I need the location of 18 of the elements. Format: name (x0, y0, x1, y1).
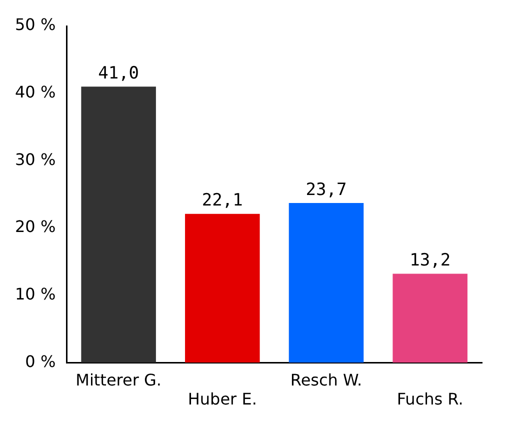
y-tick-label: 20 % (14, 217, 56, 236)
x-tick-label: Mitterer G. (76, 370, 162, 390)
data-label: 22,1 (202, 190, 243, 211)
bar (288, 203, 364, 363)
y-tick-label: 40 % (14, 82, 56, 102)
x-tick-label: Fuchs R. (396, 390, 464, 409)
data-label: 41,0 (98, 64, 140, 84)
data-label: 13,2 (410, 250, 451, 271)
y-tick-label: 0 % (25, 352, 56, 371)
y-tick-label: 50 % (14, 15, 56, 34)
bar (185, 214, 260, 363)
y-tick-label: 30 % (14, 150, 56, 169)
x-tick-label: Resch W. (290, 370, 362, 390)
y-tick-label: 10 % (14, 284, 56, 304)
x-tick-label: Huber E. (188, 390, 257, 409)
bar (392, 274, 468, 363)
data-label: 23,7 (306, 180, 347, 200)
bar (81, 86, 156, 363)
